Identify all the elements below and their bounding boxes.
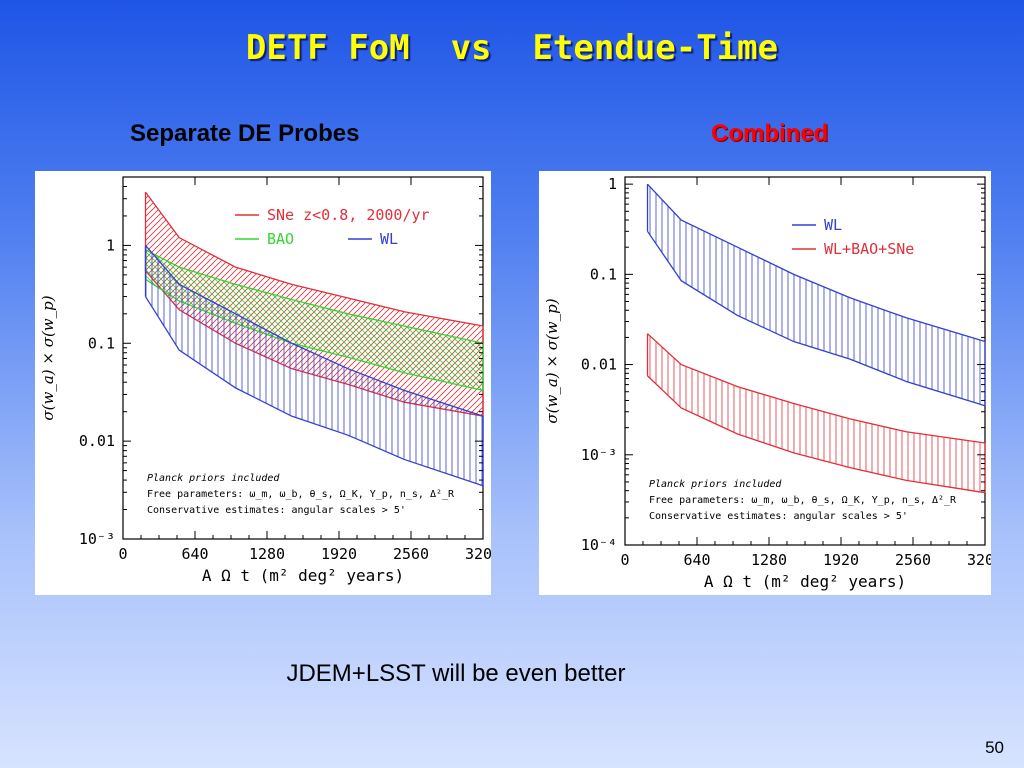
y-tick-label: 10⁻³ bbox=[581, 446, 617, 464]
x-tick-label: 1280 bbox=[249, 545, 285, 563]
band-upper-line-blue bbox=[647, 183, 986, 343]
chart-panel-combined: 0 640 1280 1920 2560 3200 1 0.1 0.01 10⁻³ 10⁻⁴ A Ω … bbox=[539, 171, 991, 595]
annotation-line: Conservative estimates: angular scales >… bbox=[147, 505, 406, 516]
x-tick-label: 0 bbox=[118, 545, 127, 563]
chart-combined: 0 640 1280 1920 2560 3200 1 0.1 0.01 10⁻³ 10⁻⁴ A Ω … bbox=[543, 175, 991, 591]
legend-label-blue: WL bbox=[824, 216, 842, 234]
page-number: 50 bbox=[985, 738, 1004, 757]
chart-separate-probes: 0 640 1280 1920 2560 3200 1 0.1 0.01 10⁻³ A Ω t (m… bbox=[39, 176, 491, 585]
y-tick-label: 0.1 bbox=[590, 265, 617, 283]
band-lower-line-blue bbox=[646, 230, 986, 407]
y-tick-label: 10⁻³ bbox=[79, 530, 115, 548]
footer-note: JDEM+LSST will be even better bbox=[286, 660, 626, 687]
y-tick-label: 0.01 bbox=[79, 432, 115, 450]
band-upper-line-red bbox=[647, 333, 986, 444]
x-axis-label: A Ω t (m² deg² years) bbox=[202, 566, 404, 585]
y-tick-label: 0.1 bbox=[88, 334, 115, 352]
band-blue bbox=[647, 184, 985, 406]
x-tick-label: 2560 bbox=[393, 545, 429, 563]
band-green bbox=[145, 249, 483, 391]
annotation-line: Planck priors included bbox=[147, 473, 280, 484]
band-red bbox=[647, 333, 985, 493]
legend-label-red: WL+BAO+SNe bbox=[824, 240, 914, 258]
band-lower-line-blue bbox=[144, 296, 484, 487]
left-heading: Separate DE Probes bbox=[130, 120, 360, 147]
right-heading: Combined bbox=[711, 120, 829, 147]
annotation-line: Planck priors included bbox=[649, 479, 782, 490]
x-tick-label: 640 bbox=[683, 551, 710, 569]
y-tick-label: 1 bbox=[608, 175, 617, 193]
y-tick-label: 1 bbox=[106, 236, 115, 254]
x-tick-label: 640 bbox=[181, 545, 208, 563]
legend-label-red: SNe z<0.8, 2000/yr bbox=[267, 206, 430, 224]
legend-label-green: BAO bbox=[267, 230, 294, 248]
band-upper-line-red bbox=[144, 191, 484, 327]
y-axis-label: σ(w_a) × σ(w_p) bbox=[39, 295, 57, 420]
annotation-line: Conservative estimates: angular scales >… bbox=[649, 511, 908, 522]
chart-panel-separate: 0 640 1280 1920 2560 3200 1 0.1 0.01 10⁻³ A Ω t (m… bbox=[35, 171, 491, 595]
annotation-line: Free parameters: ω_m, ω_b, θ_s, Ω_K, Y_p… bbox=[147, 489, 455, 500]
band-blue bbox=[145, 245, 483, 486]
legend-label-blue: WL bbox=[380, 230, 398, 248]
x-tick-label: 1920 bbox=[823, 551, 859, 569]
band-upper-line-blue bbox=[145, 244, 484, 417]
x-tick-label: 2560 bbox=[895, 551, 931, 569]
x-axis-label: A Ω t (m² deg² years) bbox=[704, 572, 906, 591]
x-tick-label: 3200 bbox=[465, 545, 491, 563]
y-tick-label: 0.01 bbox=[581, 356, 617, 374]
annotation-line: Free parameters: ω_m, ω_b, θ_s, Ω_K, Y_p… bbox=[649, 495, 957, 506]
band-lower-line-red bbox=[647, 375, 986, 494]
x-tick-label: 1920 bbox=[321, 545, 357, 563]
slide-title: DETF FoM vs Etendue-Time bbox=[245, 28, 779, 68]
x-tick-label: 0 bbox=[620, 551, 629, 569]
x-tick-label: 1280 bbox=[751, 551, 787, 569]
y-tick-label: 10⁻⁴ bbox=[581, 536, 617, 554]
x-tick-label: 3200 bbox=[967, 551, 991, 569]
y-axis-label: σ(w_a) × σ(w_p) bbox=[543, 298, 561, 423]
band-upper-line-green bbox=[145, 249, 484, 344]
